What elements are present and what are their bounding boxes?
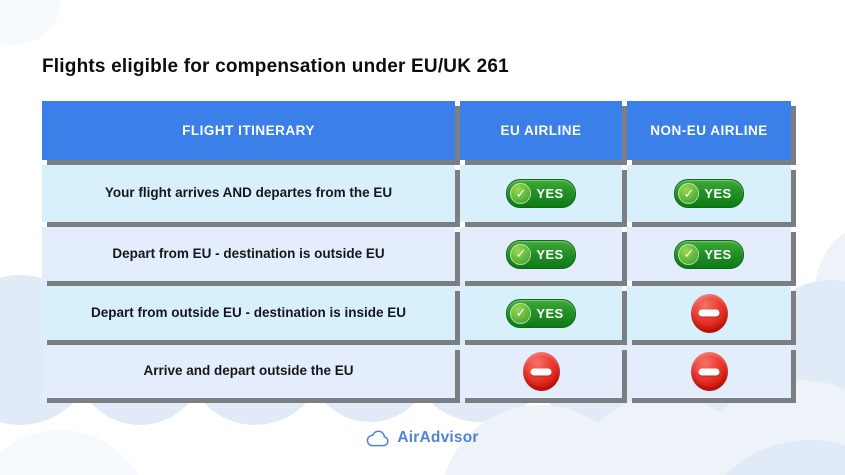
- itinerary-cell: Arrive and depart outside the EU: [42, 345, 455, 398]
- yes-label: YES: [536, 305, 564, 321]
- check-icon: ✓: [510, 183, 532, 204]
- yes-label: YES: [536, 186, 564, 201]
- column-header-itinerary: FLIGHT ITINERARY: [42, 101, 455, 160]
- itinerary-cell: Your flight arrives AND departes from th…: [42, 165, 455, 222]
- check-icon: ✓: [510, 243, 532, 265]
- yes-badge: ✓ YES: [506, 179, 576, 208]
- yes-label: YES: [704, 246, 732, 262]
- no-entry-icon: [690, 293, 728, 333]
- yes-badge: ✓ YES: [506, 239, 576, 269]
- yes-label: YES: [536, 246, 564, 262]
- yes-label: YES: [704, 186, 732, 201]
- itinerary-cell: Depart from outside EU - destination is …: [42, 286, 455, 340]
- check-icon: ✓: [678, 183, 700, 204]
- no-entry-icon: [690, 352, 728, 391]
- yes-badge: ✓ YES: [674, 179, 744, 208]
- eu-airline-cell: ✓ YES: [460, 227, 622, 281]
- eu-airline-cell: [460, 345, 622, 398]
- eligibility-table: FLIGHT ITINERARY EU AIRLINE NON-EU AIRLI…: [42, 101, 791, 398]
- check-icon: ✓: [678, 243, 700, 265]
- brand-name: AirAdvisor: [397, 429, 479, 446]
- eu-airline-cell: ✓ YES: [460, 165, 622, 222]
- itinerary-cell: Depart from EU - destination is outside …: [42, 227, 455, 281]
- yes-badge: ✓ YES: [674, 239, 744, 269]
- non-eu-airline-cell: ✓ YES: [627, 165, 791, 222]
- no-entry-bar: [698, 368, 720, 375]
- non-eu-airline-cell: [627, 345, 791, 398]
- column-header-non-eu-airline: NON-EU AIRLINE: [627, 101, 791, 160]
- column-header-eu-airline: EU AIRLINE: [460, 101, 622, 160]
- yes-badge: ✓ YES: [506, 298, 576, 328]
- cloud-decoration: [0, 0, 60, 45]
- no-entry-bar: [698, 309, 720, 317]
- non-eu-airline-cell: ✓ YES: [627, 227, 791, 281]
- no-entry-bar: [530, 368, 552, 375]
- no-entry-icon: [522, 352, 560, 391]
- non-eu-airline-cell: [627, 286, 791, 340]
- cloud-icon: [366, 430, 390, 447]
- check-icon: ✓: [510, 302, 532, 324]
- brand-footer: AirAdvisor: [0, 429, 845, 447]
- page-title: Flights eligible for compensation under …: [42, 56, 509, 77]
- eu-airline-cell: ✓ YES: [460, 286, 622, 340]
